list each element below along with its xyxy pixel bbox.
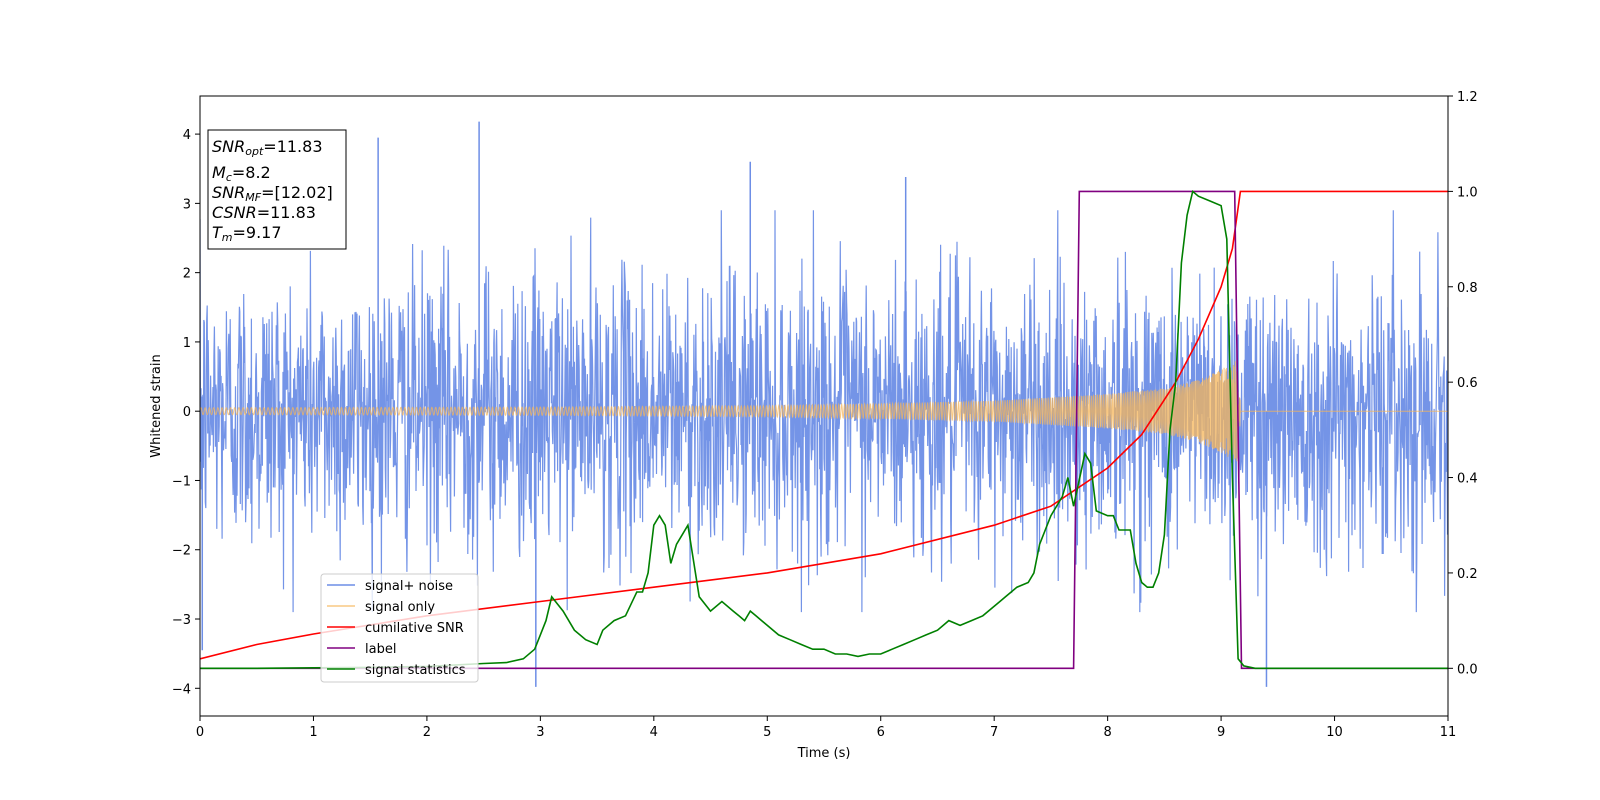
y2-tick-label: 0.0 <box>1457 662 1478 677</box>
x-tick-label: 7 <box>990 725 998 740</box>
y-tick-label: 2 <box>183 267 191 282</box>
y2-tick-label: 0.8 <box>1457 281 1478 296</box>
y2-tick-label: 0.4 <box>1457 472 1478 487</box>
y-tick-label: −1 <box>172 474 191 489</box>
plot-area <box>200 121 1448 687</box>
x-tick-label: 8 <box>1103 725 1111 740</box>
annotation-mc: Mc=8.2 <box>212 163 271 184</box>
x-tick-label: 10 <box>1326 725 1343 740</box>
legend-label: cumilative SNR <box>365 621 464 636</box>
legend-label: label <box>365 642 396 657</box>
x-tick-label: 5 <box>763 725 771 740</box>
y-tick-label: −2 <box>172 544 191 559</box>
x-tick-label: 2 <box>423 725 431 740</box>
y-tick-label: −4 <box>172 682 191 697</box>
y2-axis: 0.0 0.2 0.4 0.6 0.8 1.0 1.2 <box>1448 90 1478 677</box>
signal-statistics-line <box>200 189 1448 670</box>
legend-label: signal statistics <box>365 663 466 678</box>
annotation-box: SNRopt=11.83 Mc=8.2 SNRMF=[12.02] CSNR=1… <box>207 129 347 250</box>
y2-tick-label: 0.2 <box>1457 567 1478 582</box>
signal-plus-noise-line <box>200 210 1448 613</box>
y-tick-label: −3 <box>172 613 191 628</box>
signal-plus-noise-series <box>200 121 1448 687</box>
y2-tick-label: 1.2 <box>1457 90 1478 105</box>
x-axis-label: Time (s) <box>797 746 851 761</box>
legend-label: signal only <box>365 600 435 615</box>
y2-tick-label: 0.6 <box>1457 376 1478 391</box>
annotation-snr-mf: SNRMF=[12.02] <box>212 183 333 204</box>
signal-only-line <box>200 359 1448 462</box>
y2-tick-label: 1.0 <box>1457 185 1478 200</box>
y-tick-label: 0 <box>183 405 191 420</box>
legend: signal+ noise signal only cumilative SNR la… <box>320 573 479 683</box>
x-tick-label: 4 <box>650 725 658 740</box>
x-tick-label: 6 <box>877 725 885 740</box>
signal-only-series <box>200 359 1448 462</box>
y-tick-label: 1 <box>183 336 191 351</box>
annotation-tm: Tm=9.17 <box>212 223 282 244</box>
y-axis: −4 −3 −2 −1 0 1 2 3 4 <box>172 128 200 697</box>
annotation-snr-opt: SNRopt=11.83 <box>212 137 323 158</box>
y-tick-label: 4 <box>183 128 191 143</box>
x-tick-label: 9 <box>1217 725 1225 740</box>
y-axis-label: Whitened strain <box>149 354 164 457</box>
x-axis: 0 1 2 3 4 5 6 7 8 9 10 11 <box>196 716 1456 740</box>
annotation-csnr: CSNR=11.83 <box>212 203 316 222</box>
x-tick-label: 11 <box>1440 725 1457 740</box>
y-tick-label: 3 <box>183 197 191 212</box>
plot-frame <box>199 95 1449 717</box>
x-tick-label: 0 <box>196 725 204 740</box>
x-tick-label: 3 <box>536 725 544 740</box>
legend-frame <box>320 573 479 683</box>
x-tick-label: 1 <box>309 725 317 740</box>
annotation-frame <box>207 129 347 250</box>
legend-label: signal+ noise <box>365 579 453 594</box>
